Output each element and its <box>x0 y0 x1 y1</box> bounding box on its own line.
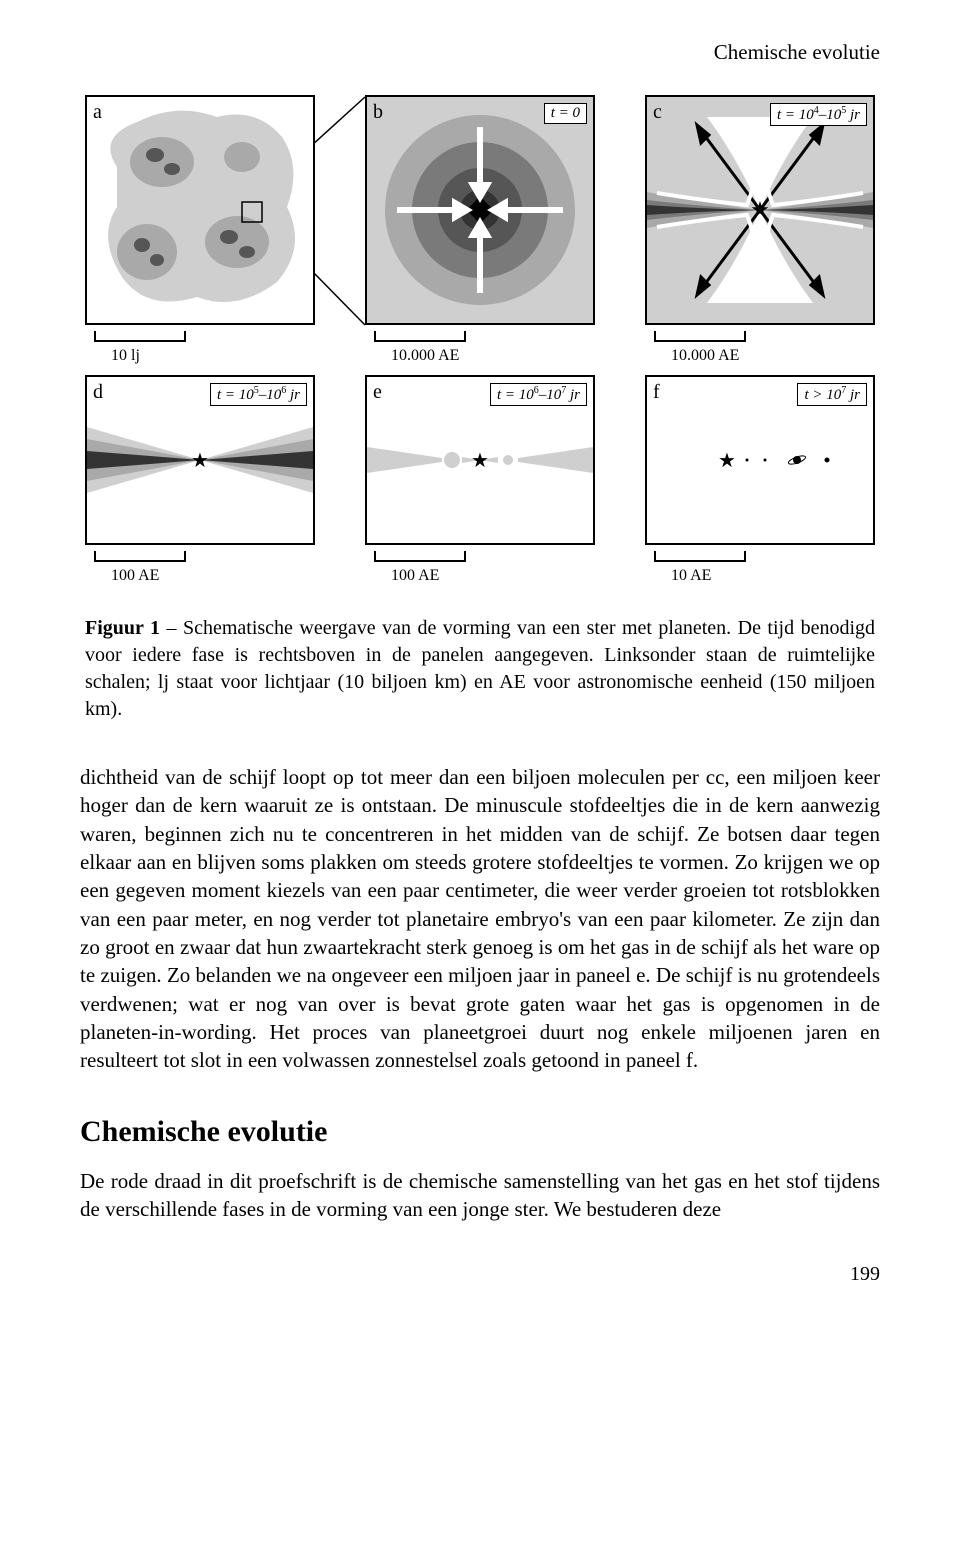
panel-e-letter: e <box>373 381 382 404</box>
scale-label-c: 10.000 AE <box>671 347 739 365</box>
panel-f-letter: f <box>653 381 660 404</box>
svg-text:★: ★ <box>718 450 736 472</box>
panel-f: f t > 107 jr ★ 10 AE <box>645 375 875 585</box>
panel-e-time: t = 106–107 jr <box>490 383 587 406</box>
page-number: 199 <box>80 1263 880 1286</box>
scale-label-a: 10 lj <box>111 347 140 365</box>
panel-a-art <box>87 97 313 323</box>
scale-bracket-d <box>85 551 195 565</box>
scale-bracket-f <box>645 551 755 565</box>
scale-label-d: 100 AE <box>111 567 159 585</box>
running-header: Chemische evolutie <box>80 40 880 65</box>
scale-bracket-a <box>85 331 195 345</box>
section-heading: Chemische evolutie <box>80 1115 880 1149</box>
panel-b-art <box>367 97 593 323</box>
panel-e: e t = 106–107 jr ★ 100 AE <box>365 375 595 585</box>
panel-d-letter: d <box>93 381 103 404</box>
panel-b: b t = 0 <box>365 95 595 365</box>
scale-bracket-c <box>645 331 755 345</box>
panel-c-letter: c <box>653 101 662 124</box>
figure-1: a <box>85 95 875 723</box>
figure-label: Figuur 1 <box>85 617 160 639</box>
body-paragraph-2: De rode draad in dit proefschrift is de … <box>80 1167 880 1224</box>
panel-c-time: t = 104–105 jr <box>770 103 867 126</box>
svg-text:★: ★ <box>191 450 209 472</box>
panel-b-time: t = 0 <box>544 103 587 124</box>
scale-label-b: 10.000 AE <box>391 347 459 365</box>
panel-a-letter: a <box>93 101 102 124</box>
panel-row-top: a <box>85 95 875 365</box>
panel-c: c t = 104–105 jr <box>645 95 875 365</box>
panel-d: d t = 105–106 jr ★ 100 AE <box>85 375 315 585</box>
figure-caption: Figuur 1 – Schematische weergave van de … <box>85 615 875 723</box>
panel-c-art: ★ <box>647 97 873 323</box>
scale-bracket-b <box>365 331 475 345</box>
panel-f-time: t > 107 jr <box>797 383 867 406</box>
svg-text:★: ★ <box>471 450 489 472</box>
panel-a: a <box>85 95 315 365</box>
panel-b-letter: b <box>373 101 383 124</box>
scale-label-f: 10 AE <box>671 567 711 585</box>
svg-text:★: ★ <box>750 197 770 222</box>
figure-caption-text: – Schematische weergave van de vorming v… <box>85 617 875 720</box>
scale-label-e: 100 AE <box>391 567 439 585</box>
panel-row-bottom: d t = 105–106 jr ★ 100 AE <box>85 375 875 585</box>
body-paragraph-1: dichtheid van de schijf loopt op tot mee… <box>80 763 880 1075</box>
scale-bracket-e <box>365 551 475 565</box>
panel-d-time: t = 105–106 jr <box>210 383 307 406</box>
